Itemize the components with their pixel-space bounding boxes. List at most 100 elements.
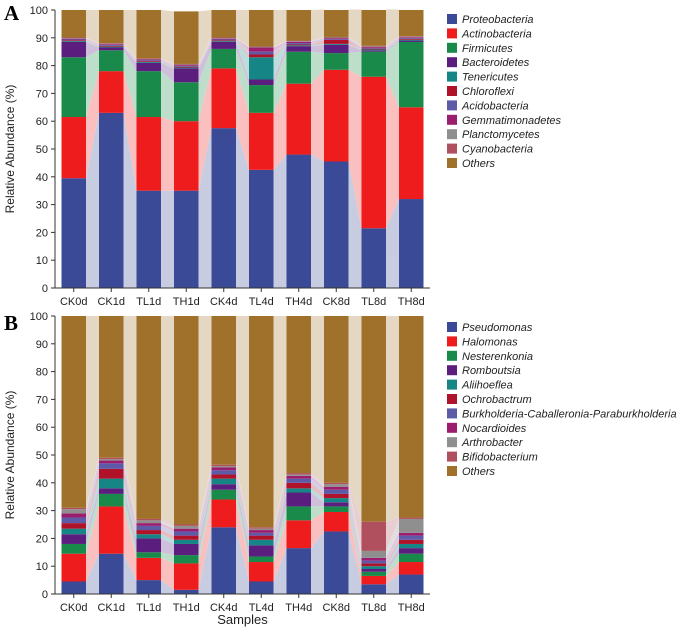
connector-band: [236, 48, 249, 113]
connector-band: [348, 489, 362, 564]
legend-swatch: [447, 437, 457, 448]
connector-band: [273, 154, 287, 288]
bar-segment-halomonas: [174, 563, 199, 590]
bar-segment-tenericutes: [361, 49, 386, 51]
connector-band: [386, 517, 399, 551]
connector-band: [161, 62, 174, 83]
bar-segment-actinobacteria: [61, 117, 86, 179]
connector-band: [236, 466, 249, 531]
bar-segment-gemmatimonadetes: [99, 44, 124, 46]
y-tick-label: 10: [36, 255, 48, 267]
connector-band: [386, 316, 399, 522]
bar-segment-actinobacteria: [211, 68, 236, 129]
bar-segment-bifidobacterium: [99, 457, 124, 460]
connector-band: [236, 489, 249, 563]
bar-segment-others: [211, 316, 236, 465]
legend-swatch: [447, 408, 457, 419]
bar-segment-ochrobactrum: [174, 535, 199, 540]
connector-band: [273, 478, 287, 536]
connector-band: [386, 9, 399, 46]
connector-band: [198, 316, 212, 525]
connector-band: [273, 43, 287, 55]
connector-band: [311, 475, 324, 490]
bar-segment-ochrobactrum: [249, 535, 274, 540]
bar-segment-acidobacteria: [324, 38, 349, 40]
connector-band: [236, 37, 249, 47]
legend-swatch: [447, 322, 457, 332]
bar-segment-pseudomonas: [324, 531, 349, 594]
legend-label: Bifidobacterium: [462, 452, 538, 464]
bar-segment-others: [399, 316, 424, 518]
connector-band: [198, 464, 212, 526]
connector-band: [123, 457, 137, 521]
connector-band: [161, 71, 174, 122]
connector-band: [123, 43, 137, 60]
x-tick-label: CK8d: [322, 296, 350, 308]
y-tick-label: 30: [36, 200, 48, 212]
connector-band: [161, 58, 174, 66]
bar-segment-others: [399, 10, 424, 37]
connector-band: [236, 68, 249, 170]
bar-segment-bacteroidetes: [324, 44, 349, 54]
connector-band: [386, 76, 399, 229]
connector-band: [123, 50, 137, 118]
bar-segment-chloroflexi: [211, 40, 236, 42]
bar-segment-firmicutes: [399, 41, 424, 108]
legend-swatch: [447, 365, 457, 376]
connector-band: [311, 473, 324, 485]
connector-band: [161, 538, 174, 556]
bar-segment-acidobacteria: [399, 38, 424, 39]
bar-segment-gemmatimonadetes: [249, 47, 274, 52]
legend-label: Proteobacteria: [462, 14, 534, 26]
bar-segment-halomonas: [361, 575, 386, 585]
legend-label: Burkholderia-Caballeronia-Paraburkholder…: [462, 408, 677, 420]
connector-band: [236, 39, 249, 55]
bar-segment-bacteroidetes: [61, 41, 86, 58]
connector-band: [311, 474, 324, 487]
connector-band: [348, 38, 362, 49]
connector-band: [198, 68, 212, 191]
bar-segment-halomonas: [99, 506, 124, 554]
bar-segment-proteobacteria: [399, 199, 424, 288]
bar-segment-actinobacteria: [174, 121, 199, 191]
x-tick-label: TH4d: [285, 296, 312, 308]
bar-segment-chloroflexi: [286, 44, 311, 46]
bar-segment-tenericutes: [399, 39, 424, 41]
legend-label: Aliihoeflea: [461, 380, 513, 392]
bar-segment-tenericutes: [99, 46, 124, 48]
bar-segment-pseudomonas: [61, 581, 86, 594]
connector-band: [86, 50, 99, 118]
bar-segment-romboutsia: [361, 568, 386, 572]
y-tick-label: 90: [36, 33, 48, 45]
connector-band: [273, 51, 287, 113]
bar-segment-tenericutes: [211, 41, 236, 42]
bar-segment-firmicutes: [136, 71, 161, 118]
connector-band: [236, 470, 249, 536]
connector-band: [123, 459, 137, 524]
x-tick-label: TH8d: [398, 602, 425, 614]
bar-segment-firmicutes: [211, 48, 236, 69]
bar-segment-chloroflexi: [61, 40, 86, 42]
connector-band: [273, 41, 287, 48]
connector-band: [273, 316, 287, 528]
connector-band: [86, 460, 99, 518]
connector-band: [348, 38, 362, 48]
legend-swatch: [447, 42, 457, 53]
legend-label: Halomonas: [462, 336, 518, 348]
x-tick-label: TL1d: [136, 296, 161, 308]
y-tick-label: 70: [36, 394, 48, 406]
bar-segment-gemmatimonadetes: [61, 38, 86, 40]
bar-segment-chloroflexi: [174, 66, 199, 68]
y-tick-label: 40: [36, 172, 48, 184]
y-tick-label: 0: [42, 589, 48, 601]
connector-band: [348, 44, 362, 54]
bar-segment-halomonas: [211, 499, 236, 528]
bar-segment-halomonas: [286, 520, 311, 549]
bar-segment-planctomycetes: [136, 58, 161, 60]
bar-segment-others: [174, 11, 199, 64]
connector-band: [311, 43, 324, 47]
connector-band: [348, 506, 362, 576]
bar-segment-firmicutes: [99, 50, 124, 72]
bar-segment-bacteroidetes: [136, 62, 161, 72]
bar-segment-others: [249, 316, 274, 528]
